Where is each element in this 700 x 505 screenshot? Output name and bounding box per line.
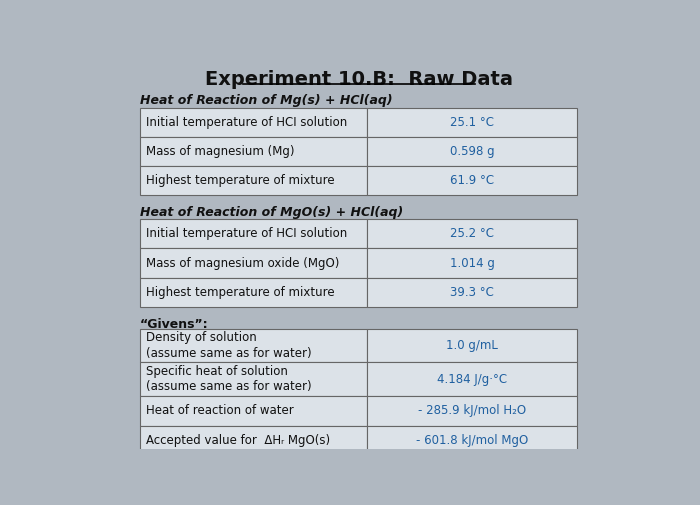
Bar xyxy=(368,108,578,137)
Bar xyxy=(140,166,368,195)
Bar xyxy=(140,278,368,307)
Bar xyxy=(368,363,578,396)
Text: Experiment 10.B:  Raw Data: Experiment 10.B: Raw Data xyxy=(204,70,512,88)
Text: Accepted value for  ΔHᵣ MgO(s): Accepted value for ΔHᵣ MgO(s) xyxy=(146,434,330,447)
Text: Density of solution
(assume same as for water): Density of solution (assume same as for … xyxy=(146,331,312,360)
Text: 1.0 g/mL: 1.0 g/mL xyxy=(447,339,498,352)
Text: 39.3 °C: 39.3 °C xyxy=(451,286,494,299)
Text: - 285.9 kJ/mol H₂O: - 285.9 kJ/mol H₂O xyxy=(419,405,526,418)
Bar xyxy=(140,396,368,426)
Bar xyxy=(368,137,578,166)
Text: Heat of reaction of water: Heat of reaction of water xyxy=(146,405,293,418)
Text: Highest temperature of mixture: Highest temperature of mixture xyxy=(146,286,335,299)
Text: Mass of magnesium (Mg): Mass of magnesium (Mg) xyxy=(146,145,294,158)
Text: - 601.8 kJ/mol MgO: - 601.8 kJ/mol MgO xyxy=(416,434,528,447)
Text: “Givens”:: “Givens”: xyxy=(140,318,209,331)
Text: Heat of Reaction of MgO(s) + HCl(aq): Heat of Reaction of MgO(s) + HCl(aq) xyxy=(140,206,403,219)
Text: 61.9 °C: 61.9 °C xyxy=(450,174,494,187)
Bar xyxy=(140,137,368,166)
Bar xyxy=(368,248,578,278)
Text: Specific heat of solution
(assume same as for water): Specific heat of solution (assume same a… xyxy=(146,366,312,393)
Bar xyxy=(140,248,368,278)
Bar xyxy=(368,329,578,363)
Bar xyxy=(368,219,578,248)
Bar xyxy=(368,396,578,426)
Text: Heat of Reaction of Mg(s) + HCl(aq): Heat of Reaction of Mg(s) + HCl(aq) xyxy=(140,94,393,108)
Bar xyxy=(140,363,368,396)
Bar xyxy=(368,278,578,307)
Bar xyxy=(368,426,578,455)
Bar xyxy=(140,426,368,455)
Bar xyxy=(140,108,368,137)
Text: Initial temperature of HCI solution: Initial temperature of HCI solution xyxy=(146,116,347,129)
Bar xyxy=(140,219,368,248)
Text: 0.598 g: 0.598 g xyxy=(450,145,495,158)
Text: 1.014 g: 1.014 g xyxy=(450,257,495,270)
Text: 4.184 J/g·°C: 4.184 J/g·°C xyxy=(438,373,508,386)
Text: 25.1 °C: 25.1 °C xyxy=(450,116,494,129)
Text: Highest temperature of mixture: Highest temperature of mixture xyxy=(146,174,335,187)
Bar xyxy=(368,166,578,195)
Bar xyxy=(140,329,368,363)
Text: 25.2 °C: 25.2 °C xyxy=(450,227,494,240)
Text: Mass of magnesium oxide (MgO): Mass of magnesium oxide (MgO) xyxy=(146,257,339,270)
Text: Initial temperature of HCI solution: Initial temperature of HCI solution xyxy=(146,227,347,240)
